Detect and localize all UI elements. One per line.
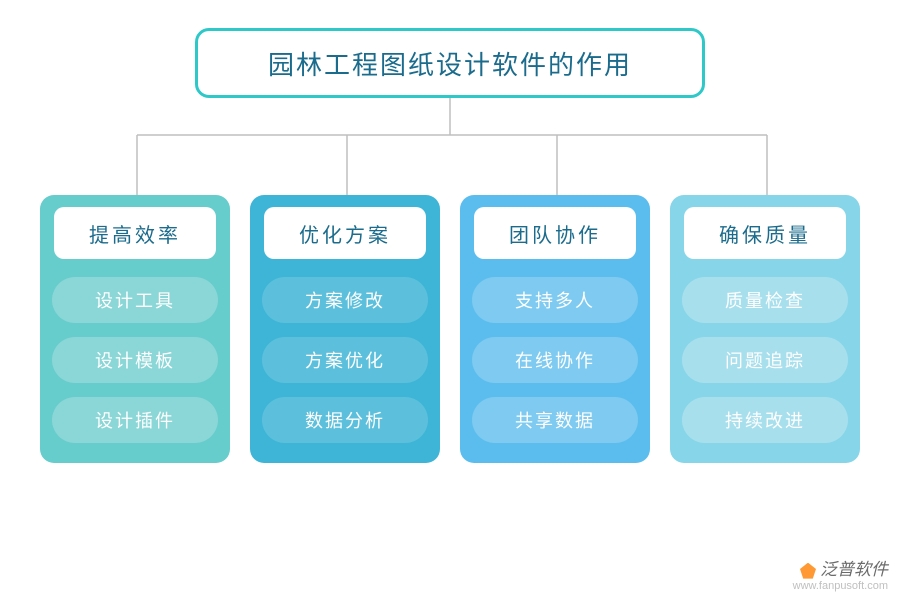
branch-0-item-1: 设计模板 [52, 337, 218, 383]
watermark-url: www.fanpusoft.com [793, 580, 888, 592]
root-title-box: 园林工程图纸设计软件的作用 [195, 28, 705, 98]
branch-header-0: 提高效率 [54, 207, 216, 259]
branch-3-item-2: 持续改进 [682, 397, 848, 443]
branch-1-item-1: 方案优化 [262, 337, 428, 383]
branch-0: 提高效率设计工具设计模板设计插件 [40, 195, 230, 463]
branches-row: 提高效率设计工具设计模板设计插件优化方案方案修改方案优化数据分析团队协作支持多人… [0, 195, 900, 463]
branch-header-2: 团队协作 [474, 207, 636, 259]
branch-1-item-0: 方案修改 [262, 277, 428, 323]
branch-0-item-0: 设计工具 [52, 277, 218, 323]
watermark: 泛普软件 www.fanpusoft.com [793, 561, 888, 592]
branch-header-3: 确保质量 [684, 207, 846, 259]
branch-3: 确保质量质量检查问题追踪持续改进 [670, 195, 860, 463]
branch-2: 团队协作支持多人在线协作共享数据 [460, 195, 650, 463]
branch-0-item-2: 设计插件 [52, 397, 218, 443]
watermark-text: 泛普软件 [820, 561, 888, 580]
branch-2-item-2: 共享数据 [472, 397, 638, 443]
branch-1: 优化方案方案修改方案优化数据分析 [250, 195, 440, 463]
branch-1-item-2: 数据分析 [262, 397, 428, 443]
branch-2-item-0: 支持多人 [472, 277, 638, 323]
branch-3-item-1: 问题追踪 [682, 337, 848, 383]
watermark-icon [800, 563, 816, 579]
branch-3-item-0: 质量检查 [682, 277, 848, 323]
branch-2-item-1: 在线协作 [472, 337, 638, 383]
root-title-text: 园林工程图纸设计软件的作用 [268, 45, 632, 82]
branch-header-1: 优化方案 [264, 207, 426, 259]
